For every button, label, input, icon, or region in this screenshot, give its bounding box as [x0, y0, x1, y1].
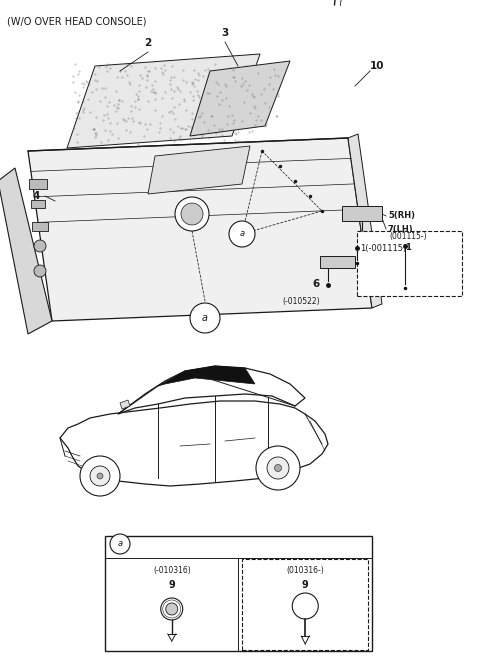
- Circle shape: [181, 203, 203, 225]
- Text: 1: 1: [405, 243, 411, 253]
- FancyBboxPatch shape: [357, 231, 462, 296]
- Polygon shape: [31, 200, 45, 208]
- Text: 3: 3: [221, 28, 228, 38]
- Circle shape: [175, 197, 209, 231]
- Text: a: a: [240, 230, 245, 239]
- Text: (-010316): (-010316): [153, 566, 191, 575]
- Polygon shape: [67, 54, 260, 148]
- Polygon shape: [118, 366, 305, 414]
- Polygon shape: [29, 179, 47, 189]
- Polygon shape: [32, 222, 48, 230]
- Circle shape: [34, 240, 46, 252]
- Text: 6: 6: [313, 279, 320, 289]
- Circle shape: [275, 464, 281, 472]
- Text: (-010522): (-010522): [282, 297, 320, 306]
- Polygon shape: [0, 168, 52, 334]
- Polygon shape: [120, 400, 130, 409]
- Polygon shape: [158, 366, 255, 386]
- Text: (W/O OVER HEAD CONSOLE): (W/O OVER HEAD CONSOLE): [7, 16, 146, 26]
- Circle shape: [256, 446, 300, 490]
- Text: 9: 9: [168, 580, 175, 590]
- Text: a: a: [118, 539, 122, 548]
- Polygon shape: [148, 146, 250, 194]
- Text: 9: 9: [302, 580, 309, 590]
- FancyBboxPatch shape: [105, 536, 372, 651]
- Text: 4: 4: [33, 191, 40, 201]
- Circle shape: [80, 456, 120, 496]
- Circle shape: [267, 457, 289, 479]
- Circle shape: [161, 598, 183, 620]
- Text: a: a: [202, 313, 208, 323]
- Text: (010316-): (010316-): [287, 566, 324, 575]
- Polygon shape: [348, 134, 382, 308]
- Circle shape: [90, 466, 110, 486]
- Circle shape: [292, 593, 318, 619]
- Polygon shape: [28, 138, 372, 321]
- Circle shape: [97, 473, 103, 479]
- Text: 7(LH): 7(LH): [388, 224, 414, 234]
- Text: 1(-001115): 1(-001115): [360, 243, 406, 253]
- Text: (001115-): (001115-): [389, 232, 427, 241]
- Text: 2: 2: [144, 38, 152, 48]
- Polygon shape: [320, 256, 355, 268]
- Polygon shape: [190, 61, 290, 136]
- Circle shape: [110, 534, 130, 554]
- Circle shape: [34, 265, 46, 277]
- Circle shape: [166, 603, 178, 615]
- Text: 10: 10: [370, 61, 384, 71]
- Circle shape: [229, 221, 255, 247]
- Circle shape: [190, 303, 220, 333]
- Polygon shape: [60, 401, 328, 486]
- Text: 5(RH): 5(RH): [388, 211, 415, 220]
- Polygon shape: [342, 206, 382, 221]
